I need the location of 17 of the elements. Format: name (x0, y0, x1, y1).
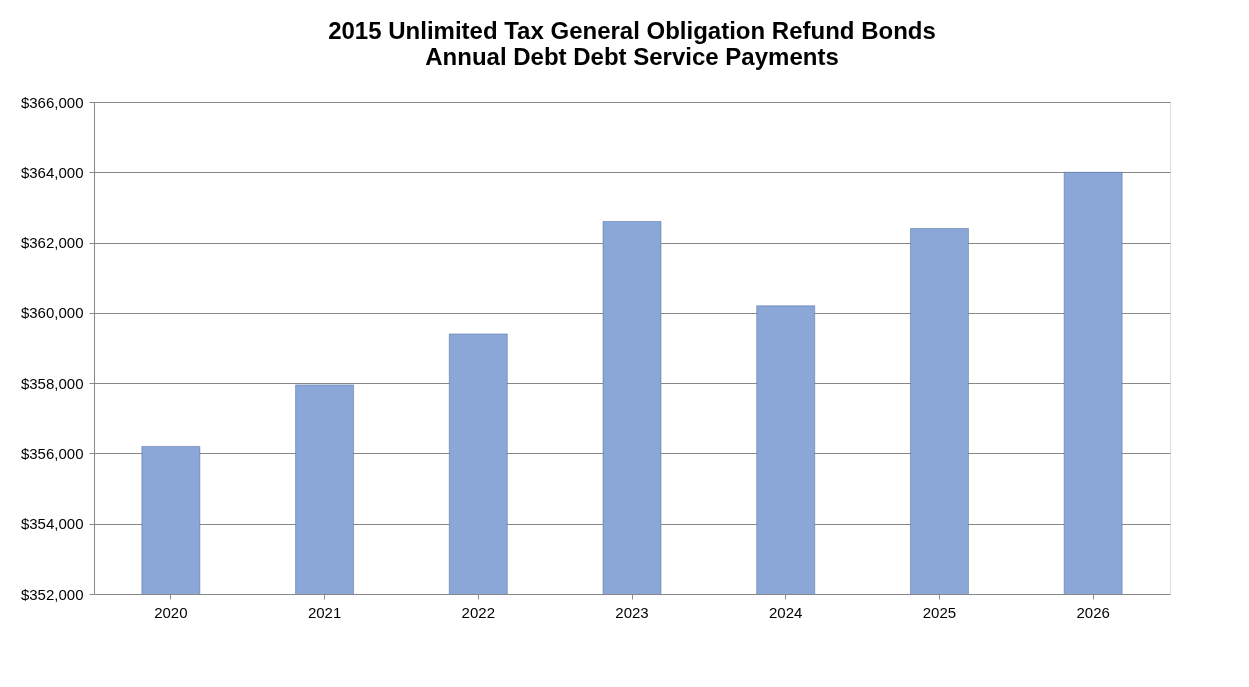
x-tick-label: 2025 (922, 603, 957, 621)
y-tick-label: $360,000 (20, 304, 84, 322)
text: Annual Debt Debt Service Payments (425, 43, 839, 70)
y-tick-label: $362,000 (20, 234, 84, 252)
y-tick-label: $364,000 (20, 163, 84, 181)
y-tick-label: $352,000 (20, 585, 84, 603)
x-tick-label: 2026 (1076, 603, 1110, 621)
x-tick-label: 2021 (307, 603, 342, 621)
x-tick-label: 2022 (461, 603, 495, 621)
y-tick-label: $366,000 (20, 93, 84, 111)
x-tick-label: 2023 (615, 603, 649, 621)
y-tick-label: $358,000 (20, 374, 84, 392)
y-tick-label: $356,000 (20, 444, 84, 462)
y-tick-label: $354,000 (20, 515, 84, 533)
text: 2015 Unlimited Tax General Obligation Refund Bonds (328, 17, 936, 44)
x-tick-label: 2020 (154, 603, 188, 621)
x-tick-label: 2024 (769, 603, 803, 621)
